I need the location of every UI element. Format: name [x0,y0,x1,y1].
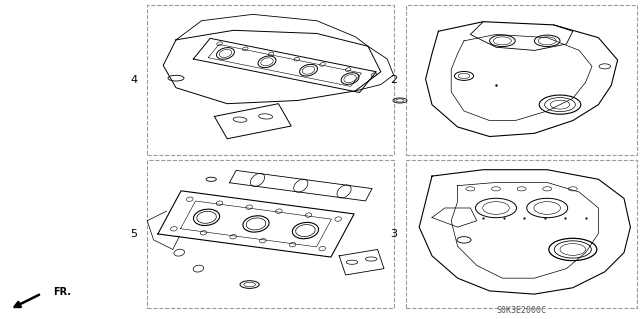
Text: FR.: FR. [53,287,71,297]
Text: S0K3E2000C: S0K3E2000C [497,306,547,315]
Bar [406,160,637,308]
Bar [147,160,394,308]
Bar [406,5,637,155]
Text: 2: 2 [390,75,397,85]
Text: 4: 4 [131,75,138,85]
Text: 5: 5 [131,228,138,239]
Text: 3: 3 [390,228,397,239]
Bar [147,5,394,155]
